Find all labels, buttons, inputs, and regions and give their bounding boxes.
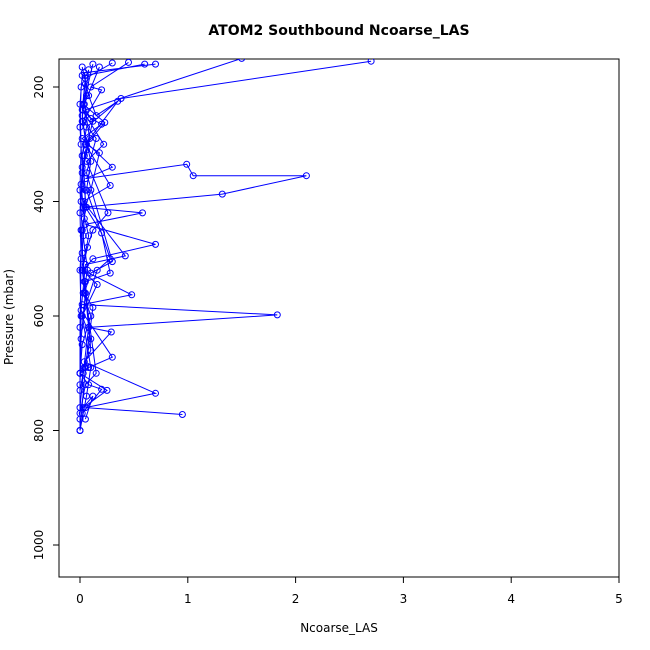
x-tick-label: 1	[184, 592, 192, 606]
x-tick-label: 5	[615, 592, 623, 606]
data-point	[89, 303, 97, 311]
data-point	[76, 186, 84, 194]
data-point	[89, 226, 97, 234]
data-point	[78, 112, 86, 120]
data-point	[273, 311, 281, 319]
data-point	[78, 163, 86, 171]
data-point	[93, 281, 101, 288]
series-group	[76, 59, 375, 434]
series-line	[79, 66, 127, 420]
data-point	[106, 182, 114, 189]
data-point	[117, 95, 125, 102]
data-point	[89, 117, 97, 125]
data-point	[108, 59, 116, 67]
y-tick-label: 1000	[32, 530, 46, 561]
series-1	[78, 60, 310, 418]
data-point	[141, 60, 149, 68]
x-tick-label: 3	[400, 592, 408, 606]
x-axis: 0 1 2 3 4 5	[76, 576, 623, 606]
data-point	[218, 190, 226, 198]
data-point	[76, 209, 84, 217]
data-point	[76, 100, 84, 108]
plot-area	[58, 58, 620, 578]
data-point	[95, 149, 103, 157]
data-point	[85, 66, 93, 74]
data-point	[76, 427, 84, 434]
x-tick-label: 0	[76, 592, 84, 606]
x-axis-label: Ncoarse_LAS	[300, 621, 378, 635]
y-tick-label: 600	[32, 305, 46, 328]
data-point	[81, 186, 89, 194]
chart-title: ATOM2 Southbound Ncoarse_LAS	[208, 23, 469, 39]
series-12	[76, 83, 86, 423]
data-point	[238, 59, 246, 62]
data-point	[89, 255, 97, 263]
data-point	[98, 229, 106, 237]
data-point	[125, 59, 132, 66]
y-tick-label: 400	[32, 190, 46, 213]
data-point	[93, 266, 101, 274]
x-tick-label: 2	[292, 592, 300, 606]
data-point	[128, 291, 136, 299]
series-line	[81, 63, 307, 415]
series-line	[79, 86, 83, 420]
series-line	[79, 61, 129, 431]
data-point	[104, 209, 112, 217]
y-tick-label: 800	[32, 419, 46, 442]
y-axis-label: Pressure (mbar)	[2, 269, 16, 365]
y-tick-label: 200	[32, 76, 46, 99]
data-point	[89, 60, 97, 68]
data-point	[87, 364, 95, 371]
data-point	[152, 240, 159, 248]
data-point	[81, 364, 89, 371]
data-point	[77, 83, 85, 91]
data-point	[77, 255, 85, 263]
data-point	[98, 86, 106, 94]
data-point	[77, 312, 85, 320]
data-point	[76, 415, 84, 423]
data-point	[178, 411, 186, 418]
data-point	[76, 266, 84, 274]
data-point	[183, 160, 191, 168]
series-line	[79, 69, 90, 385]
y-axis: 200 400 600 800 1000	[32, 76, 60, 561]
data-point	[76, 323, 84, 331]
data-point	[86, 135, 94, 142]
data-point	[78, 226, 86, 234]
data-point	[83, 146, 90, 154]
data-point	[367, 59, 375, 65]
data-point	[81, 72, 89, 79]
data-point	[95, 63, 103, 71]
data-point	[106, 269, 114, 277]
x-tick-label: 4	[507, 592, 515, 606]
series-line	[79, 63, 145, 431]
data-point	[84, 266, 91, 274]
series-line	[79, 59, 242, 414]
data-point	[85, 232, 93, 240]
data-point	[101, 119, 109, 126]
data-point	[76, 123, 84, 131]
data-point	[302, 172, 310, 180]
data-point	[78, 63, 86, 71]
series-line	[79, 60, 372, 374]
data-point	[85, 323, 93, 331]
data-point	[152, 389, 159, 397]
data-point	[189, 172, 197, 180]
data-point	[107, 328, 115, 336]
data-point	[87, 83, 95, 91]
data-point	[108, 163, 116, 171]
data-point	[78, 266, 86, 274]
data-point	[108, 353, 116, 361]
data-point	[81, 289, 89, 297]
data-point	[87, 157, 95, 165]
data-point	[106, 255, 114, 263]
data-point	[92, 369, 100, 377]
data-point	[139, 209, 146, 217]
data-point	[121, 252, 129, 260]
data-point	[152, 60, 159, 68]
data-point	[100, 140, 108, 148]
data-point	[78, 72, 86, 79]
data-point	[98, 385, 106, 393]
